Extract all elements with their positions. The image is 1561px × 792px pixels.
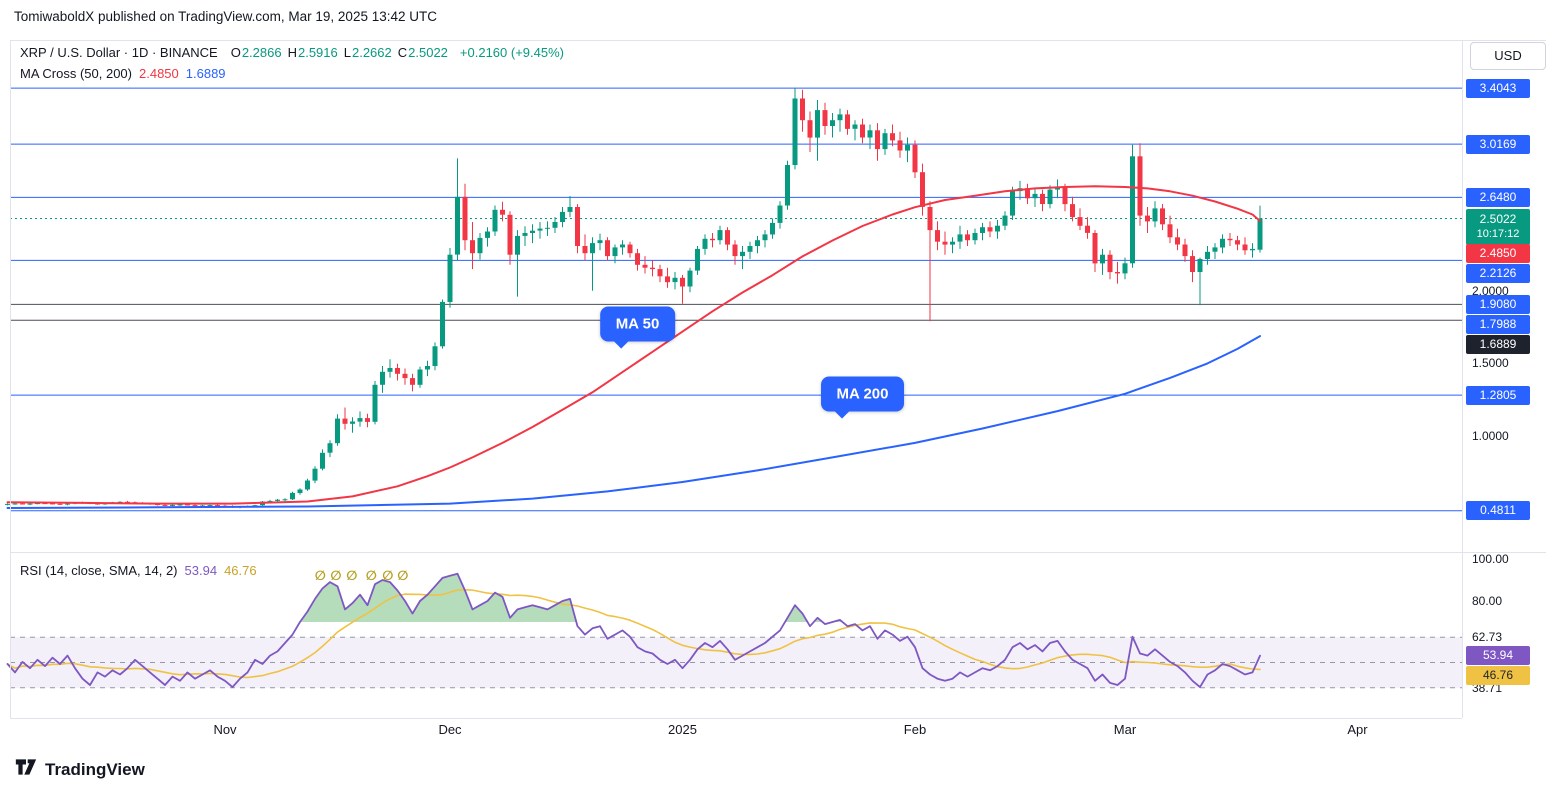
rsi-zero-marker: ∅ bbox=[382, 569, 393, 584]
rsi-sma-value: 46.76 bbox=[224, 563, 257, 578]
price-axis-badge: 1.2805 bbox=[1466, 385, 1530, 405]
chart-top-border bbox=[10, 40, 1546, 41]
time-axis-label: Mar bbox=[1113, 722, 1137, 737]
symbol-title[interactable]: XRP / U.S. Dollar · 1D · BINANCE bbox=[20, 45, 218, 60]
ma50-value: 2.4850 bbox=[139, 66, 179, 81]
price-axis-badge: 1.6889 bbox=[1466, 334, 1530, 354]
countdown: 10:17:12 bbox=[1476, 228, 1520, 240]
ohlc-value: 2.2662 bbox=[351, 45, 392, 60]
ohlc-value: 2.2866 bbox=[241, 45, 282, 60]
price-axis-label: 1.5000 bbox=[1472, 356, 1509, 371]
ma-callout-label[interactable]: MA 200 bbox=[820, 376, 905, 412]
rsi-axis-label: 80.00 bbox=[1472, 594, 1503, 608]
price-change: +0.2160 (+9.45%) bbox=[459, 45, 564, 60]
rsi-value: 53.94 bbox=[184, 563, 218, 578]
rsi-zero-marker: ∅ bbox=[330, 569, 341, 584]
price-scale-currency-button[interactable]: USD bbox=[1470, 42, 1546, 70]
price-axis-badge: 2.2126 bbox=[1466, 264, 1530, 283]
symbol-legend: XRP / U.S. Dollar · 1D · BINANCE O 2.2866… bbox=[20, 45, 564, 60]
rsi-zero-marker: ∅ bbox=[315, 569, 326, 584]
rsi-axis-badge: 46.76 bbox=[1466, 666, 1530, 686]
price-axis-badge: 0.4811 bbox=[1466, 501, 1530, 521]
price-axis-label: 1.0000 bbox=[1472, 428, 1509, 443]
ohlc-label: C bbox=[397, 45, 408, 60]
ma-cross-title[interactable]: MA Cross (50, 200) bbox=[20, 66, 132, 81]
rsi-zero-marker: ∅ bbox=[346, 569, 357, 584]
time-axis-label: Nov bbox=[213, 722, 237, 737]
time-axis-label: Feb bbox=[903, 722, 927, 737]
ma-cross-legend: MA Cross (50, 200) 2.4850 1.6889 bbox=[20, 66, 226, 81]
tradingview-logo-icon[interactable] bbox=[14, 756, 38, 783]
price-axis-label: 2.0000 bbox=[1472, 284, 1509, 299]
rsi-title[interactable]: RSI (14, close, SMA, 14, 2) bbox=[20, 563, 178, 578]
price-axis-badge: 2.4850 bbox=[1466, 244, 1530, 263]
time-scale-divider bbox=[10, 718, 1462, 719]
time-axis-label: Dec bbox=[438, 722, 462, 737]
rsi-axis-badge: 53.94 bbox=[1466, 646, 1530, 666]
rsi-zero-marker: ∅ bbox=[366, 569, 377, 584]
rsi-axis-label: 62.73 bbox=[1472, 630, 1503, 645]
time-axis-label: 2025 bbox=[668, 722, 697, 737]
price-scale-divider[interactable] bbox=[1462, 40, 1463, 718]
ohlc-label: H bbox=[287, 45, 297, 60]
price-axis-badge: 1.9080 bbox=[1466, 294, 1530, 314]
tradingview-wordmark[interactable]: TradingView bbox=[45, 759, 145, 779]
pane-divider[interactable] bbox=[10, 552, 1546, 553]
time-axis-label: Apr bbox=[1347, 722, 1368, 737]
rsi-zero-marker: ∅ bbox=[397, 569, 408, 584]
ma-callout-label[interactable]: MA 50 bbox=[599, 306, 676, 342]
ohlc-label: L bbox=[343, 45, 351, 60]
price-axis-badge: 2.6480 bbox=[1466, 187, 1530, 207]
ma200-value: 1.6889 bbox=[185, 66, 226, 81]
price-axis-badge: 3.4043 bbox=[1466, 78, 1530, 98]
publish-header: TomiwaboldX published on TradingView.com… bbox=[14, 9, 437, 24]
footer: TradingView bbox=[14, 756, 145, 783]
rsi-legend: RSI (14, close, SMA, 14, 2) 53.94 46.76 bbox=[20, 563, 257, 578]
chart-left-border bbox=[10, 40, 11, 718]
price-axis-badge: 2.5022 10:17:12 bbox=[1466, 209, 1530, 245]
ohlc-values: O 2.2866 H 2.5916 L 2.2662 C 2.5022 bbox=[225, 45, 448, 60]
price-axis-badge: 3.0169 bbox=[1466, 134, 1530, 154]
rsi-axis-label: 100.00 bbox=[1472, 552, 1509, 566]
ohlc-value: 2.5022 bbox=[408, 45, 448, 60]
ohlc-value: 2.5916 bbox=[297, 45, 338, 60]
price-axis-badge: 1.7988 bbox=[1466, 314, 1530, 334]
ohlc-label: O bbox=[230, 45, 241, 60]
